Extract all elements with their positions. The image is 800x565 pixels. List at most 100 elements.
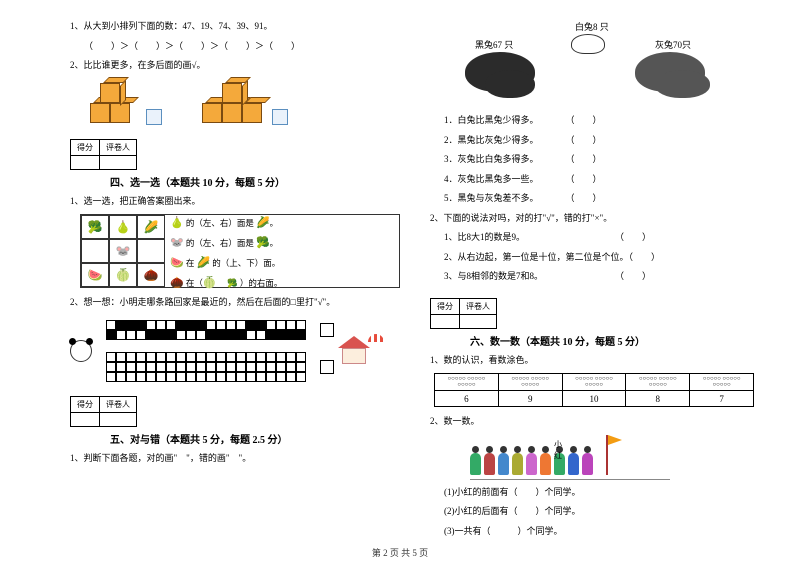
page: 1、从大到小排列下面的数：47、19、74、39、91。 （ ）＞（ ）＞（ ）… xyxy=(0,0,800,530)
section-5-title: 五、对与错（本题共 5 分，每题 2.5 分） xyxy=(110,431,400,446)
num-2: 10 xyxy=(562,391,626,407)
black-rabbit-label: 黑兔67 只 xyxy=(475,38,513,51)
maze-path-2 xyxy=(106,352,306,382)
s6-sub: (1)小红的前面有（ ）个同学。 (2)小红的后面有（ ）个同学。 (3)一共有… xyxy=(430,486,760,539)
panda-icon xyxy=(70,340,92,362)
kid-2 xyxy=(484,453,495,475)
s6-q1: 1、数的认识，看数涂色。 xyxy=(430,354,760,368)
cell-1: 🍐 xyxy=(116,220,131,235)
dots-2b: ○○○○○ xyxy=(563,382,626,388)
tf1-list: 1．白兔比黑兔少得多。 （ ） 2．黑兔比灰兔少得多。 （ ） 3．灰兔比白兔多… xyxy=(430,114,760,206)
section-4-title: 四、选一选（本题共 10 分，每题 5 分） xyxy=(110,174,400,189)
kids-row: 小红 xyxy=(470,435,760,475)
kid-3 xyxy=(498,453,509,475)
cell-0: 🥦 xyxy=(88,220,103,235)
black-rabbit-icon-2 xyxy=(485,70,535,98)
score-box-4: 得分评卷人 xyxy=(70,139,137,170)
dots-1b: ○○○○○ xyxy=(499,382,562,388)
s6-q2: 2、数一数。 xyxy=(430,415,760,429)
sub-3: (3)一共有（ ）个同学。 xyxy=(444,525,760,539)
ground-line xyxy=(470,479,670,480)
cubes-row xyxy=(90,79,400,125)
cell-7: 🍈 xyxy=(116,268,131,283)
cell-8: 🌰 xyxy=(144,268,159,283)
q1-text: 1、从大到小排列下面的数：47、19、74、39、91。 xyxy=(70,20,400,34)
answer-box-2[interactable] xyxy=(272,109,288,125)
desc-1: 🍐 的（左、右）面是 🌽。 xyxy=(170,214,278,233)
kid-5 xyxy=(526,453,537,475)
desc-2: 🐭 的（左、右）面是 🥦。 xyxy=(170,234,278,253)
cell-6: 🍉 xyxy=(88,268,103,283)
score-box-5: 得分评卷人 xyxy=(70,396,137,427)
dots-4b: ○○○○○ xyxy=(690,382,753,388)
flag-icon xyxy=(606,435,608,475)
white-rabbit-icon xyxy=(571,34,605,54)
right-column: 白兔8 只 黑兔67 只 灰兔70只 1．白兔比黑兔少得多。 （ ） 2．黑兔比… xyxy=(410,20,770,530)
num-3: 8 xyxy=(626,391,690,407)
xiaohong-label: 小红 xyxy=(554,439,565,461)
cube-stack-1 xyxy=(90,79,140,125)
desc-4: 🌰 在（🍈 🥦 ）的右面。 xyxy=(170,274,282,293)
kid-9 xyxy=(582,453,593,475)
grader-cell-6[interactable] xyxy=(460,314,497,328)
left-column: 1、从大到小排列下面的数：47、19、74、39、91。 （ ）＞（ ）＞（ ）… xyxy=(60,20,410,530)
answer-box-1[interactable] xyxy=(146,109,162,125)
kid-1 xyxy=(470,453,481,475)
sub-1: (1)小红的前面有（ ）个同学。 xyxy=(444,486,760,500)
score-cell-6[interactable] xyxy=(431,314,460,328)
kid-4 xyxy=(512,453,523,475)
gray-rabbit-label: 灰兔70只 xyxy=(655,38,691,51)
tf1-2: 2．黑兔比灰兔少得多。 （ ） xyxy=(444,134,760,148)
num-1: 9 xyxy=(498,391,562,407)
q2-text: 2、比比谁更多，在多后面的画√。 xyxy=(70,59,400,73)
cube-group-1 xyxy=(90,79,162,125)
score-cell[interactable] xyxy=(71,155,100,169)
maze-path-1 xyxy=(106,320,306,340)
num-0: 6 xyxy=(435,391,499,407)
grader-cell[interactable] xyxy=(100,155,137,169)
score-cell-5[interactable] xyxy=(71,412,100,426)
gray-rabbit-icon-2 xyxy=(655,70,710,98)
kid-xiaohong: 小红 xyxy=(554,453,565,475)
tf1-5: 5．黑兔与灰兔差不多。 （ ） xyxy=(444,192,760,206)
tf2-2: 2、从右边起，第一位是十位，第二位是个位。（ ） xyxy=(444,251,760,265)
score-h1: 得分 xyxy=(71,139,100,155)
s4-q2: 2、想一想：小明走哪条路回家是最近的，然后在后面的□里打"√"。 xyxy=(70,296,400,310)
tf1-4: 4．灰兔比黑兔多一些。 （ ） xyxy=(444,173,760,187)
kid-6 xyxy=(540,453,551,475)
house-icon xyxy=(338,338,370,364)
score-h2c: 评卷人 xyxy=(460,298,497,314)
count-table: ○○○○○ ○○○○○○○○○○ ○○○○○ ○○○○○○○○○○ ○○○○○ … xyxy=(434,373,754,407)
s4-q1-figure: 🥦 🍐 🌽 🐭 🍉 🍈 🌰 🍐 的（左、右）面是 🌽。 🐭 的（左、右）面是 🥦… xyxy=(70,214,400,296)
maze-figure xyxy=(70,316,400,386)
maze-check-1[interactable] xyxy=(320,323,334,337)
section-6-title: 六、数一数（本题共 10 分，每题 5 分） xyxy=(470,333,760,348)
white-rabbit-label: 白兔8 只 xyxy=(575,20,609,33)
score-box-6: 得分评卷人 xyxy=(430,298,497,329)
rabbits-figure: 白兔8 只 黑兔67 只 灰兔70只 xyxy=(455,20,735,110)
maze-check-2[interactable] xyxy=(320,360,334,374)
s5-q2: 2、下面的说法对吗，对的打"√"，错的打"×"。 xyxy=(430,212,760,226)
tf1-1: 1．白兔比黑兔少得多。 （ ） xyxy=(444,114,760,128)
tf1-3: 3．灰兔比白兔多得多。 （ ） xyxy=(444,153,760,167)
tf2-3: 3、与8相邻的数是7和8。 （ ） xyxy=(444,270,760,284)
score-h1c: 得分 xyxy=(431,298,460,314)
dots-0b: ○○○○○ xyxy=(435,382,498,388)
cube-group-2 xyxy=(202,79,288,125)
cube-stack-2 xyxy=(202,79,266,125)
page-number: 第 2 页 共 5 页 xyxy=(0,546,800,559)
num-4: 7 xyxy=(690,391,754,407)
score-h2: 评卷人 xyxy=(100,139,137,155)
s5-q1: 1、判断下面各题，对的画" "，错的画" "。 xyxy=(70,452,400,466)
score-h2b: 评卷人 xyxy=(100,396,137,412)
sub-2: (2)小红的后面有（ ）个同学。 xyxy=(444,505,760,519)
desc-3: 🍉 在 🌽 的（上、下）面。 xyxy=(170,254,280,273)
score-h1b: 得分 xyxy=(71,396,100,412)
kid-8 xyxy=(568,453,579,475)
cell-4: 🐭 xyxy=(116,244,131,259)
q1-blanks: （ ）＞（ ）＞（ ）＞（ ）＞（ ） xyxy=(70,40,400,54)
grader-cell-5[interactable] xyxy=(100,412,137,426)
tf2-1: 1、比8大1的数是9。 （ ） xyxy=(444,231,760,245)
s4-q1: 1、选一选，把正确答案圈出来。 xyxy=(70,195,400,209)
tf2-list: 1、比8大1的数是9。 （ ） 2、从右边起，第一位是十位，第二位是个位。（ ）… xyxy=(430,231,760,284)
